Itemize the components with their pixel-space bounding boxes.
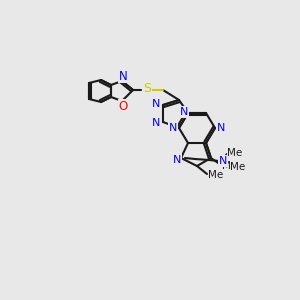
Text: N: N — [118, 70, 127, 83]
Text: S: S — [143, 82, 151, 95]
Text: Me: Me — [230, 162, 246, 172]
Text: N: N — [219, 156, 227, 166]
Text: N: N — [152, 99, 160, 109]
Text: O: O — [118, 100, 127, 112]
Text: Me: Me — [227, 148, 243, 158]
Text: N: N — [173, 155, 181, 165]
Text: N: N — [169, 123, 177, 133]
Text: N: N — [152, 118, 160, 128]
Text: N: N — [217, 123, 225, 133]
Text: N: N — [180, 107, 188, 117]
Text: Me: Me — [222, 161, 238, 171]
Text: Me: Me — [208, 170, 224, 180]
